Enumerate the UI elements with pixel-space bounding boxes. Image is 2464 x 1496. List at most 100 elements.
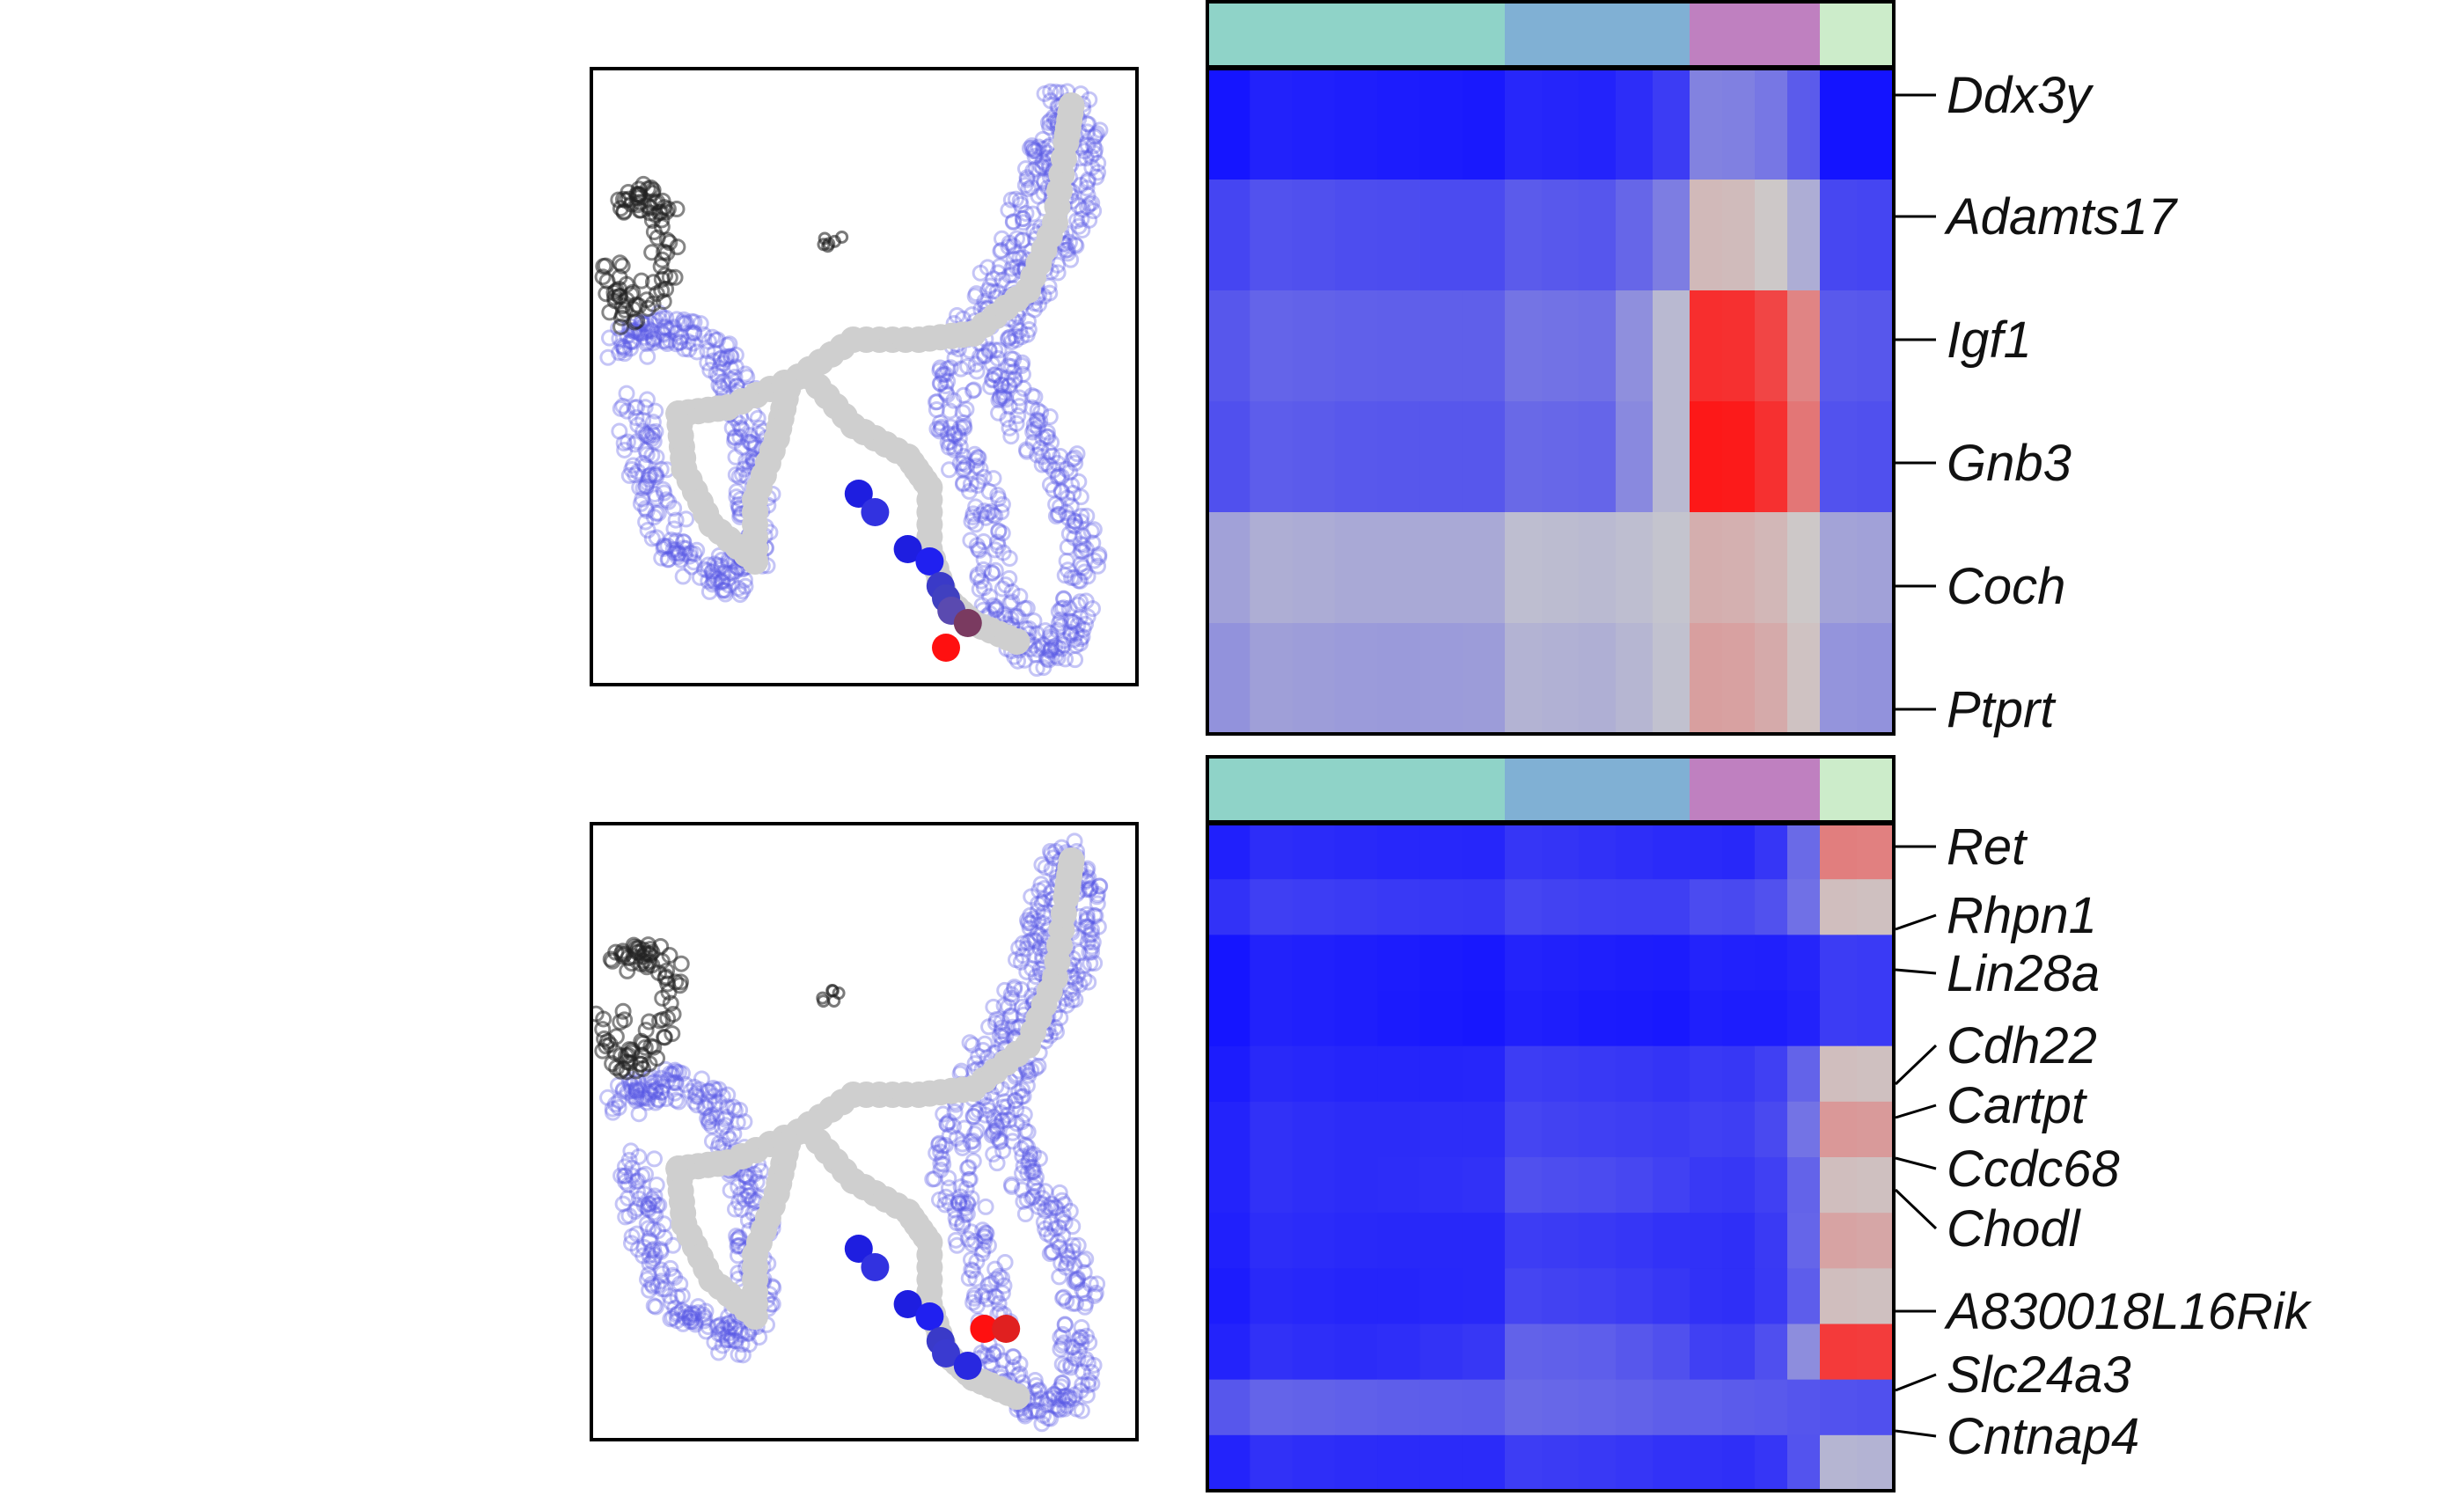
heatmap-cell (1419, 879, 1463, 935)
cell-point (668, 1306, 686, 1324)
cell-point (732, 1185, 750, 1203)
cell-point (627, 1082, 645, 1099)
cell-point (616, 1158, 634, 1176)
cell-point (1077, 150, 1095, 167)
heatmap-cell (1787, 1045, 1821, 1103)
cell-point (1052, 1340, 1069, 1358)
cell-point (1001, 1008, 1019, 1025)
cell-point (1030, 138, 1047, 156)
cell-point (1044, 1243, 1061, 1261)
heatmap-cell (1334, 935, 1378, 992)
cell-point (1049, 649, 1067, 667)
cell-point (1001, 569, 1018, 587)
cell-point (994, 1111, 1011, 1129)
cell-point (938, 1116, 956, 1133)
cell-point (1010, 398, 1028, 415)
cell-point (649, 1277, 666, 1294)
cell-point (1019, 1062, 1037, 1080)
cell-point (1023, 137, 1041, 155)
cell-point (634, 490, 651, 508)
cell-point (950, 1195, 968, 1213)
cluster-bar-2 (1505, 757, 1690, 822)
heatmap-cell (1419, 1045, 1463, 1103)
heatmap-cell (1377, 935, 1421, 992)
cell-point (1008, 258, 1025, 275)
cell-point (641, 1232, 658, 1250)
heatmap-cell (1616, 512, 1654, 624)
heatmap-cell (1462, 1213, 1506, 1269)
cell-point (647, 1298, 664, 1316)
cell-point (967, 451, 985, 469)
heatmap-cell (1462, 401, 1506, 513)
cell-point (941, 1194, 958, 1212)
heatmap-cell (1616, 69, 1654, 180)
cell-point (990, 367, 1008, 385)
heatmap-cell (1579, 990, 1617, 1047)
cell-point (638, 391, 656, 408)
heatmap-cell (1207, 1268, 1250, 1325)
cell-point (1066, 449, 1083, 466)
cell-point (991, 1027, 1008, 1045)
cell-point (1066, 1272, 1083, 1290)
heatmap-cell (1722, 1157, 1756, 1214)
cell-point (1067, 974, 1084, 992)
cell-point (1004, 1018, 1022, 1036)
heatmap-cell (1787, 623, 1821, 735)
heatmap-cell (1857, 512, 1895, 624)
gene-leader-line (1895, 1429, 1937, 1438)
heatmap-cell (1207, 290, 1250, 402)
cell-point (700, 333, 717, 350)
cell-point (993, 1013, 1010, 1030)
cell-point (1018, 171, 1036, 188)
cell-point (623, 1159, 641, 1177)
cell-point (1037, 1220, 1054, 1237)
cell-point (683, 1313, 700, 1331)
heatmap-cell (1292, 1213, 1336, 1269)
cell-point (1079, 1354, 1096, 1372)
heatmap-cell (1542, 824, 1580, 880)
cell-point (627, 1080, 645, 1097)
cell-point (647, 402, 664, 420)
cell-point (639, 521, 656, 539)
cell-point (745, 1165, 763, 1183)
cell-point (1081, 1334, 1098, 1352)
cell-point (672, 328, 690, 346)
cell-point (656, 1228, 673, 1246)
cell-point (699, 1082, 716, 1100)
cell-point (979, 282, 997, 299)
cell-point (726, 1102, 744, 1119)
cell-point (1064, 1390, 1082, 1407)
cell-point (703, 1118, 721, 1135)
cell-point (647, 1246, 664, 1264)
heatmap-cell (1207, 1434, 1250, 1492)
heatmap-cell (1616, 1268, 1654, 1325)
cell-point (972, 572, 990, 590)
cell-point (964, 382, 981, 400)
cell-point (1024, 1146, 1042, 1163)
cell-point (989, 537, 1007, 554)
cell-point (632, 495, 649, 512)
heatmap-cell (1820, 1324, 1858, 1381)
cell-point (1090, 546, 1108, 563)
cell-point (616, 441, 634, 458)
cell-point (963, 512, 980, 530)
cell-point (994, 1285, 1011, 1302)
cell-point (1023, 1403, 1041, 1420)
cell-point (994, 1142, 1012, 1160)
cell-point (940, 1179, 957, 1197)
cell-point (968, 1297, 986, 1315)
heatmap-cell (1334, 824, 1378, 880)
cell-point (1015, 1192, 1032, 1210)
heatmap-cell (1250, 512, 1294, 624)
cell-point (643, 423, 661, 441)
heatmap-cell (1690, 1101, 1723, 1158)
cell-point (1076, 563, 1094, 581)
cell-point (1089, 895, 1106, 913)
cell-point (967, 1270, 985, 1287)
cell-point (986, 366, 1004, 384)
cell-point (647, 1206, 664, 1224)
heatmap-cell (1419, 1324, 1463, 1381)
cell-point (1015, 1157, 1032, 1175)
cell-point (1050, 506, 1067, 524)
heatmap-cell (1755, 1434, 1788, 1492)
